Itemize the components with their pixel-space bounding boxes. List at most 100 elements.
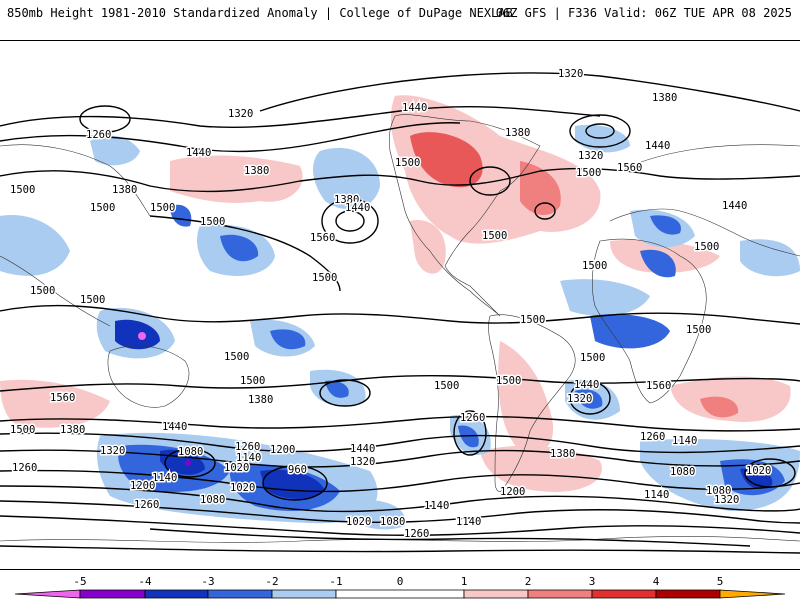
contour-label: 1500: [224, 351, 249, 363]
contour-label: 1500: [482, 230, 507, 242]
contour-label: 960: [288, 464, 307, 476]
australia-coast: [107, 345, 190, 408]
contour-label: 1380: [248, 394, 273, 406]
contour-label: 1080: [670, 466, 695, 478]
contour-label: 1080: [380, 516, 405, 528]
map-panel[interactable]: 1320 1380 1440 1320 1260 1380 1320 1440 …: [0, 40, 800, 570]
contour-label: 1380: [334, 194, 359, 206]
colorbar-tick-labels: -5 -4 -3 -2 -1 0 1 2 3 4 5: [73, 575, 723, 588]
colorbar-tick-label: -2: [265, 575, 278, 588]
contour-1500-south: [0, 374, 800, 392]
negative-anomaly-region: [313, 147, 380, 210]
colorbar-segment: [463, 589, 529, 599]
colorbar-segment: [591, 589, 657, 599]
contour-label: 1500: [434, 380, 459, 392]
colorbar-tick-label: 4: [653, 575, 660, 588]
low-center-sw: [164, 448, 216, 478]
colorbar-tick-label: -3: [201, 575, 214, 588]
negative-anomaly-region: [575, 389, 603, 409]
contour-1320-south: [0, 449, 800, 468]
height-contours: [0, 72, 800, 554]
map-title: 850mb Height 1981-2010 Standardized Anom…: [7, 6, 513, 20]
colorbar-graphic: -5 -4 -3 -2 -1 0 1 2 3 4 5: [14, 575, 786, 599]
negative-anomaly-region: [560, 279, 650, 316]
antarctica-coast: [0, 536, 800, 543]
south-america-coast: [488, 314, 576, 492]
contour-label: 1020: [746, 465, 771, 477]
contour-label: 1320: [578, 150, 603, 162]
low-center-hudson: [469, 166, 511, 196]
contour-label: 1500: [576, 167, 601, 179]
extreme-negative-anomaly: [185, 460, 191, 466]
colorbar-segment: [144, 589, 209, 599]
contour-label: 1200: [130, 480, 155, 492]
contour-label: 1260: [404, 528, 429, 540]
contour-label: 1500: [496, 375, 521, 387]
colorbar-tick-label: 2: [525, 575, 532, 588]
low-center-atlantic-inner: [585, 123, 615, 139]
anomaly-colorbar: -5 -4 -3 -2 -1 0 1 2 3 4 5: [0, 572, 800, 600]
contour-label: 1260: [86, 129, 111, 141]
contour-label: 1140: [152, 472, 177, 484]
contour-label: 1140: [456, 516, 481, 528]
africa-coast: [591, 238, 707, 404]
strong-negative-anomaly: [115, 319, 160, 350]
low-center-nw: [79, 105, 131, 133]
negative-anomaly-region: [590, 314, 670, 349]
contour-label: 1380: [60, 424, 85, 436]
negative-anomaly-region: [640, 249, 676, 278]
colorbar-segment: [14, 589, 81, 599]
contour-label: 1440: [402, 102, 427, 114]
low-center-south-indian: [569, 381, 611, 415]
positive-anomaly-region: [0, 379, 110, 428]
contour-label: 1260: [235, 441, 260, 453]
eurasia-coast: [0, 144, 800, 327]
contour-1500-tropics: [0, 304, 800, 325]
negative-anomaly-region: [270, 329, 306, 350]
contour-label: 1500: [30, 285, 55, 297]
colorbar-tick-label: -5: [73, 575, 86, 588]
contour-label: 1380: [244, 165, 269, 177]
contour-1080-south: [0, 515, 800, 536]
low-center-pacific-inner: [335, 210, 365, 232]
contour-label: 1020: [230, 482, 255, 494]
contour-label: 1500: [90, 202, 115, 214]
contour-label: 1440: [574, 379, 599, 391]
contour-label: 1500: [200, 216, 225, 228]
contour-1560: [149, 215, 341, 292]
colorbar-segment: [527, 589, 593, 599]
contour-label: 1380: [550, 448, 575, 460]
negative-anomaly-region: [170, 204, 192, 227]
contour-labels: 1320 1380 1440 1320 1260 1380 1320 1440 …: [9, 67, 773, 542]
high-center-samerica: [534, 202, 556, 220]
contour-1200-south: [0, 485, 800, 513]
contour-1260-bottom: [0, 545, 800, 554]
contour-label: 1200: [270, 444, 295, 456]
contour-label: 1320: [100, 445, 125, 457]
coastlines: [0, 114, 800, 543]
contour-label: 1320: [714, 494, 739, 506]
contour-label: 1260: [640, 431, 665, 443]
contour-label: 1080: [178, 446, 203, 458]
contour-label: 1260: [460, 412, 485, 424]
contour-label: 1440: [722, 200, 747, 212]
low-center-ross: [262, 465, 328, 501]
contour-1140-south: [0, 500, 800, 524]
strong-negative-anomaly: [740, 468, 773, 489]
colorbar-segment: [79, 589, 146, 599]
contour-label: 1440: [350, 443, 375, 455]
contour-label: 1080: [706, 485, 731, 497]
contour-label: 1500: [150, 202, 175, 214]
colorbar-segment: [207, 589, 273, 599]
contour-label: 1500: [395, 157, 420, 169]
colorbar-segment: [271, 589, 337, 599]
contour-1440: [0, 122, 461, 153]
contour-1320: [259, 72, 800, 112]
contour-label: 1140: [424, 500, 449, 512]
contour-label: 1320: [567, 393, 592, 405]
negative-anomaly-region: [0, 215, 70, 276]
low-center-se: [744, 458, 796, 488]
contour-label: 1560: [617, 162, 642, 174]
contour-label: 1500: [694, 241, 719, 253]
contour-label: 1560: [310, 232, 335, 244]
